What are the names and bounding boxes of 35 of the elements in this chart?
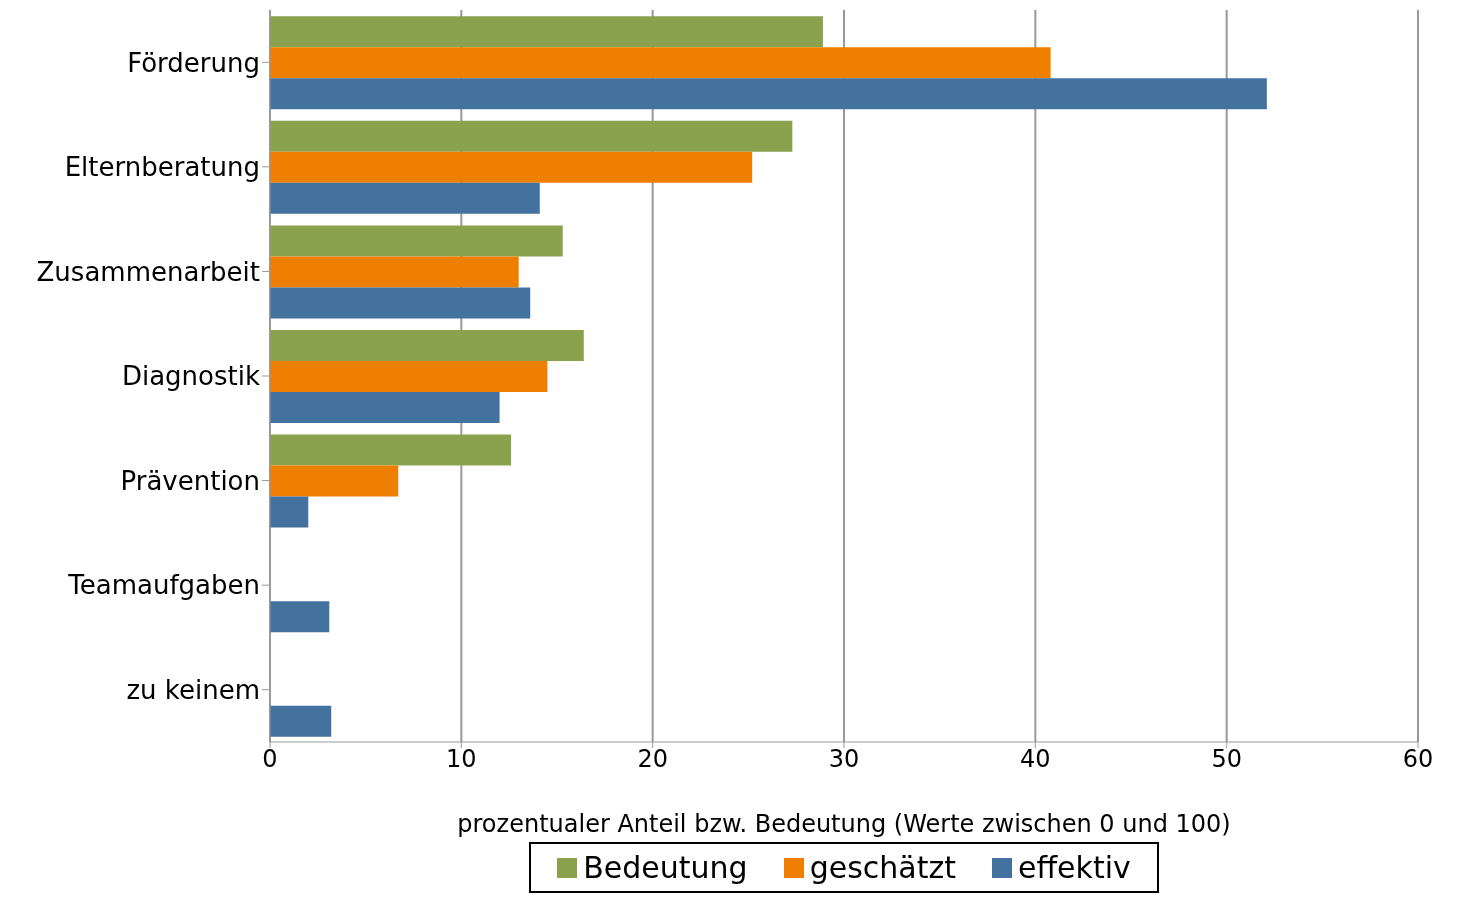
bar [270,151,753,183]
bar [270,391,500,423]
bar [270,601,330,633]
x-tick-label: 30 [828,745,860,774]
bar [270,120,793,152]
x-tick-label: 40 [1020,745,1051,774]
bar [270,287,531,319]
bar [270,182,540,214]
bar [270,705,332,737]
bar [270,465,399,497]
bar [270,496,309,528]
x-tick-label: 50 [1211,745,1242,774]
y-tick-label: Förderung [127,47,260,78]
y-tick-label: zu keinem [126,674,260,705]
x-axis-title: prozentualer Anteil bzw. Bedeutung (Werte zwischen 0 und 100) [457,810,1231,838]
y-tick-label: Diagnostik [121,361,260,392]
bar [270,329,584,361]
y-tick-label: Zusammenarbeit [36,256,260,287]
y-tick-label: Elternberatung [64,152,260,183]
x-tick-label: 10 [446,745,477,774]
x-tick-label: 20 [637,745,668,774]
legend-label: geschätzt [808,850,956,885]
bar [270,360,548,392]
bar [270,434,512,466]
y-tick-label: Prävention [120,465,260,496]
bar [270,225,563,257]
bar [270,78,1267,110]
bar [270,47,1051,79]
legend-label: Bedeutung [582,850,748,885]
x-tick-label: 60 [1402,745,1434,774]
bar [270,16,823,48]
legend-label: effektiv [1016,850,1131,885]
bar [270,256,519,288]
x-tick-label: 0 [262,745,278,774]
y-tick-label: Teamaufgaben [67,570,260,601]
